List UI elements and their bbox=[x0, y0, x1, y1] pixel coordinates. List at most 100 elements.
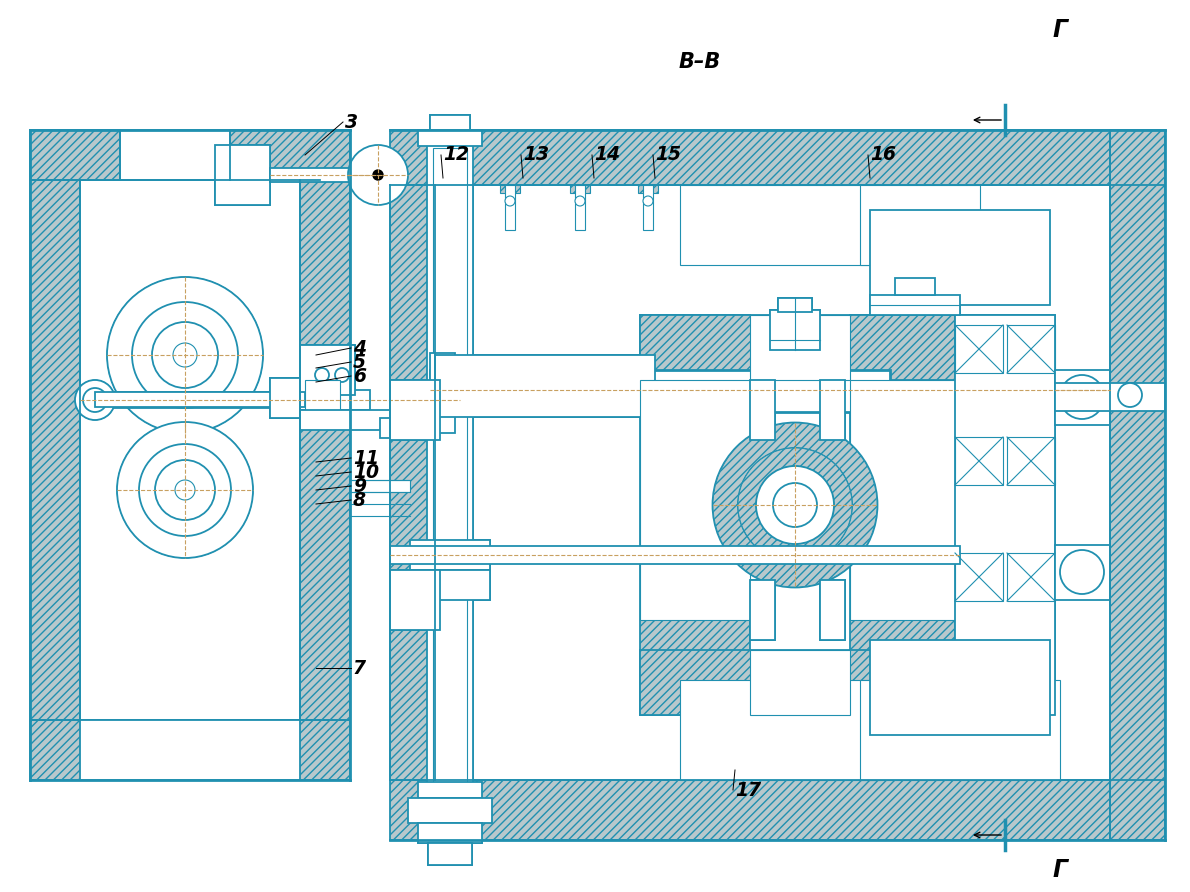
Bar bbox=[956, 315, 1056, 715]
Bar bbox=[390, 570, 440, 630]
Bar bbox=[300, 345, 355, 395]
Text: 15: 15 bbox=[654, 145, 681, 164]
Text: 5: 5 bbox=[353, 352, 367, 371]
Bar bbox=[390, 185, 436, 780]
Bar bbox=[428, 843, 472, 865]
Circle shape bbox=[738, 448, 852, 562]
Text: 10: 10 bbox=[353, 462, 378, 482]
Bar bbox=[270, 378, 300, 418]
Text: 6: 6 bbox=[353, 367, 367, 385]
Bar bbox=[770, 310, 820, 350]
Bar bbox=[300, 410, 461, 430]
Circle shape bbox=[139, 444, 231, 536]
Circle shape bbox=[155, 460, 215, 520]
Bar bbox=[270, 168, 386, 182]
Bar bbox=[390, 570, 440, 630]
Bar bbox=[380, 418, 420, 438]
Bar bbox=[640, 315, 750, 715]
Text: 7: 7 bbox=[353, 658, 367, 678]
Bar bbox=[640, 380, 750, 620]
Bar bbox=[427, 145, 472, 785]
Wedge shape bbox=[132, 302, 238, 408]
Circle shape bbox=[75, 380, 115, 420]
Bar bbox=[418, 782, 482, 798]
Bar bbox=[638, 185, 658, 193]
Bar bbox=[1056, 545, 1110, 600]
Bar bbox=[500, 185, 520, 193]
Bar bbox=[411, 540, 490, 570]
Text: 11: 11 bbox=[353, 449, 378, 467]
Bar bbox=[640, 650, 960, 715]
Bar bbox=[305, 365, 350, 377]
Circle shape bbox=[505, 196, 515, 206]
Text: 14: 14 bbox=[594, 145, 620, 164]
Bar bbox=[278, 385, 311, 417]
Bar bbox=[778, 298, 812, 312]
Bar bbox=[870, 640, 1050, 735]
Circle shape bbox=[152, 322, 218, 388]
Bar bbox=[750, 380, 775, 440]
Bar bbox=[505, 185, 515, 230]
Circle shape bbox=[575, 196, 585, 206]
Bar bbox=[1056, 383, 1165, 411]
Circle shape bbox=[643, 196, 653, 206]
Bar bbox=[278, 385, 311, 417]
Bar bbox=[860, 680, 1060, 780]
Bar bbox=[643, 185, 653, 230]
Circle shape bbox=[175, 480, 195, 500]
Bar bbox=[418, 823, 482, 843]
Bar bbox=[270, 378, 300, 418]
Bar bbox=[408, 798, 491, 823]
Bar bbox=[778, 298, 812, 312]
Circle shape bbox=[1060, 550, 1104, 594]
Bar bbox=[418, 823, 482, 843]
Bar bbox=[305, 380, 340, 410]
Polygon shape bbox=[1085, 385, 1106, 395]
Circle shape bbox=[107, 277, 263, 433]
Wedge shape bbox=[738, 448, 852, 562]
Bar bbox=[770, 310, 820, 350]
Wedge shape bbox=[107, 277, 263, 433]
Bar bbox=[433, 148, 466, 784]
Bar bbox=[390, 380, 440, 440]
Bar bbox=[750, 315, 850, 380]
Bar bbox=[300, 180, 350, 720]
Bar bbox=[428, 843, 472, 865]
Bar bbox=[850, 315, 960, 715]
Bar bbox=[418, 130, 482, 146]
Circle shape bbox=[132, 302, 238, 408]
Bar bbox=[850, 380, 960, 620]
Bar bbox=[412, 590, 434, 640]
Bar bbox=[956, 437, 1003, 485]
Wedge shape bbox=[75, 380, 115, 420]
Text: B–B: B–B bbox=[678, 52, 721, 72]
Bar bbox=[390, 780, 1160, 840]
Bar bbox=[820, 580, 845, 640]
Wedge shape bbox=[117, 422, 253, 558]
Bar bbox=[411, 540, 490, 570]
Wedge shape bbox=[713, 423, 877, 587]
Circle shape bbox=[774, 483, 818, 527]
Bar bbox=[895, 278, 935, 295]
Bar bbox=[430, 353, 455, 433]
Circle shape bbox=[756, 466, 834, 544]
Bar bbox=[870, 210, 1050, 305]
Bar bbox=[895, 278, 935, 295]
Bar bbox=[300, 390, 370, 410]
Bar bbox=[455, 145, 472, 785]
Wedge shape bbox=[139, 444, 231, 536]
Bar bbox=[418, 782, 482, 798]
Bar bbox=[1007, 553, 1056, 601]
Bar bbox=[679, 185, 879, 265]
Bar bbox=[640, 315, 960, 380]
Bar bbox=[956, 315, 1056, 715]
Bar bbox=[300, 345, 355, 395]
Bar bbox=[956, 325, 1003, 373]
Bar bbox=[820, 380, 845, 440]
Bar bbox=[430, 353, 455, 433]
Bar bbox=[430, 115, 470, 130]
Bar bbox=[30, 720, 350, 780]
Bar bbox=[870, 295, 960, 315]
Bar bbox=[870, 295, 960, 315]
Bar bbox=[679, 680, 879, 780]
